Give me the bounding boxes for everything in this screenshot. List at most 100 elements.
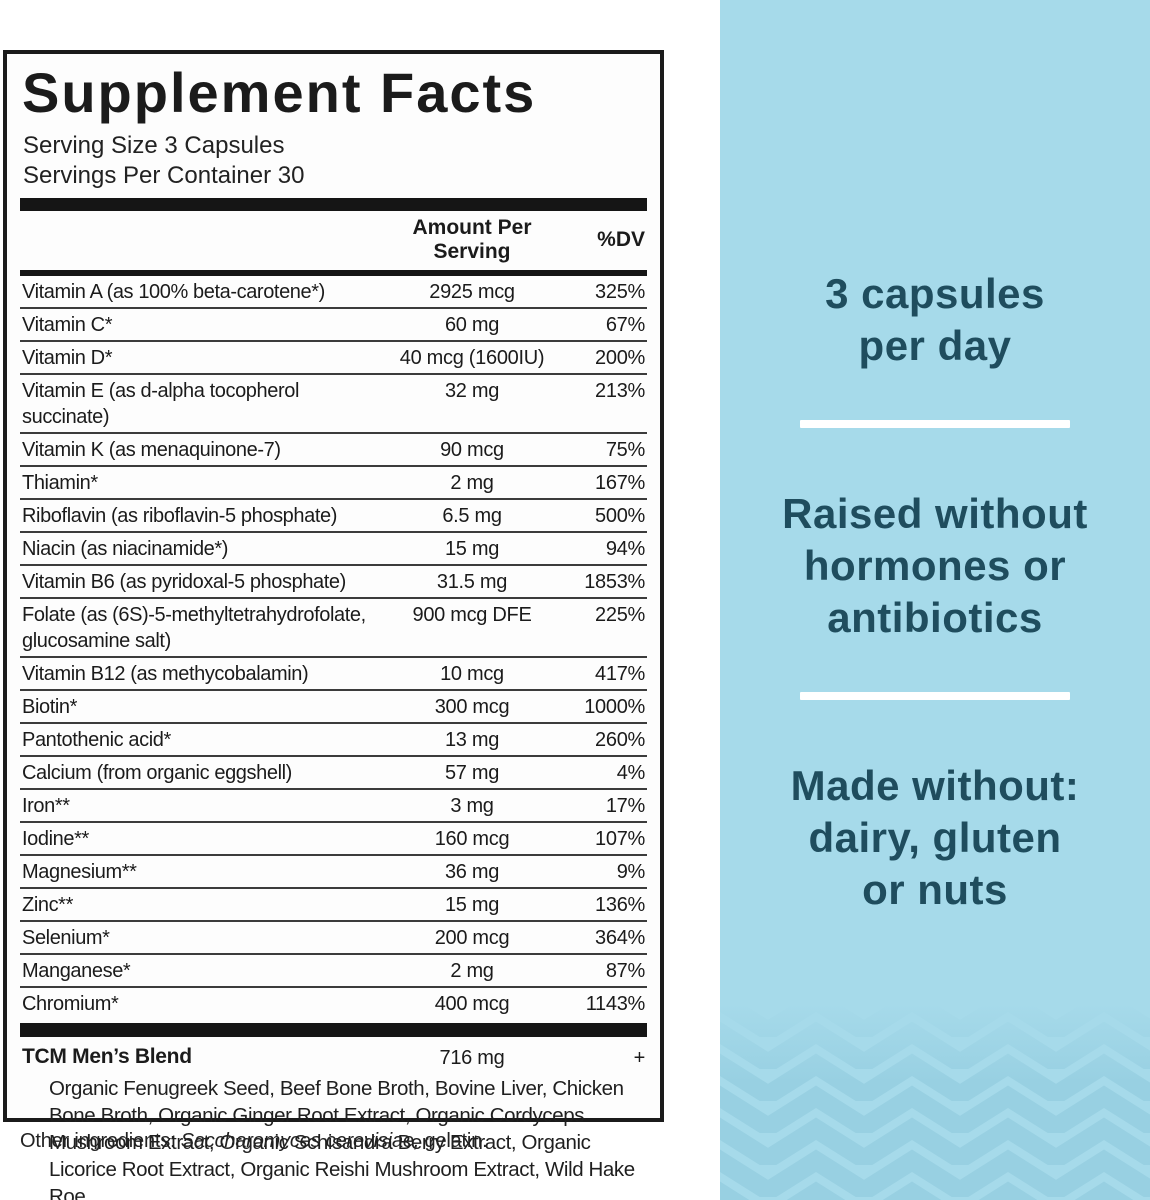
nutrient-amount: 40 mcg (1600IU) (399, 347, 545, 370)
table-row: Selenium* 200 mcg 364% (20, 920, 647, 953)
column-header-dv: %DV (597, 228, 645, 252)
nutrient-amount: 36 mg (444, 861, 500, 884)
table-row: Biotin* 300 mcg 1000% (20, 689, 647, 722)
nutrient-name: Vitamin C* (22, 314, 113, 337)
nutrient-name: Pantothenic acid* (22, 729, 171, 752)
nutrient-dv: 260% (595, 729, 645, 752)
nutrient-amount: 57 mg (444, 762, 500, 785)
claims-divider (800, 692, 1070, 700)
table-row: Vitamin D* 40 mcg (1600IU) 200% (20, 340, 647, 373)
table-row: Zinc** 15 mg 136% (20, 887, 647, 920)
nutrient-name: Zinc** (22, 894, 73, 917)
nutrient-dv: 87% (605, 960, 645, 983)
nutrient-dv: 75% (605, 439, 645, 462)
nutrient-dv: 417% (595, 663, 645, 686)
blend-dv: + (633, 1047, 646, 1070)
nutrient-name: Niacin (as niacinamide*) (22, 538, 229, 561)
table-row: Calcium (from organic eggshell) 57 mg 4% (20, 755, 647, 788)
table-row: Vitamin B6 (as pyridoxal-5 phosphate) 31.… (20, 564, 647, 597)
nutrient-amount: 10 mcg (440, 663, 504, 686)
separator-bar-thick-mid (20, 1023, 647, 1038)
nutrient-name: Iodine** (22, 828, 89, 851)
nutrient-name: Vitamin B12 (as methycobalamin) (22, 663, 309, 686)
nutrient-amount: 2 mg (450, 472, 494, 495)
claims-divider (800, 420, 1070, 428)
nutrient-amount: 300 mcg (434, 696, 510, 719)
claim-raised-without: Raised without hormones or antibiotics (782, 490, 1088, 641)
table-row: Vitamin A (as 100% beta-carotene*) 2925 m… (20, 276, 647, 307)
nutrient-dv: 213% (595, 380, 645, 403)
nutrient-name: Vitamin E (as d-alpha tocopherol succina… (22, 380, 299, 429)
blend-header-row: TCM Men’s Blend 716 mg + (22, 1045, 645, 1071)
nutrient-dv: 9% (616, 861, 646, 884)
nutrient-dv: 225% (595, 604, 645, 627)
nutrient-amount: 6.5 mg (442, 505, 502, 528)
table-row: Pantothenic acid* 13 mg 260% (20, 722, 647, 755)
nutrient-dv: 1000% (584, 696, 645, 719)
column-header-amount: Amount Per Serving (412, 216, 532, 264)
nutrient-dv: 364% (595, 927, 645, 950)
nutrient-dv: 200% (595, 347, 645, 370)
chevron-pattern-icon (720, 1003, 1150, 1200)
table-row: Folate (as (6S)-5-methyltetrahydrofolate… (20, 597, 647, 656)
nutrient-name: Vitamin D* (22, 347, 113, 370)
nutrient-dv: 67% (605, 314, 645, 337)
chevron-fade-overlay (720, 1003, 1150, 1083)
claims-sidebar: 3 capsules per day Raised without hormon… (720, 0, 1150, 1200)
nutrient-name: Folate (as (6S)-5-methyltetrahydrofolate… (22, 604, 366, 653)
table-row: Vitamin E (as d-alpha tocopherol succina… (20, 373, 647, 432)
supplement-facts-panel: Supplement Facts Serving Size 3 Capsules… (3, 50, 664, 1200)
claim-capsules-per-day: 3 capsules per day (825, 270, 1045, 369)
nutrient-amount: 31.5 mg (436, 571, 508, 594)
nutrient-dv: 500% (595, 505, 645, 528)
nutrient-amount: 200 mcg (434, 927, 510, 950)
table-row: Manganese* 2 mg 87% (20, 953, 647, 986)
nutrient-amount: 900 mcg DFE (412, 604, 532, 627)
proprietary-blend-section: TCM Men’s Blend 716 mg + Organic Fenugre… (20, 1037, 647, 1200)
nutrient-amount: 15 mg (444, 894, 500, 917)
nutrient-dv: 17% (605, 795, 645, 818)
nutrient-amount: 2 mg (450, 960, 494, 983)
claims-list: 3 capsules per day Raised without hormon… (720, 0, 1150, 916)
table-row: Magnesium** 36 mg 9% (20, 854, 647, 887)
table-row: Vitamin K (as menaquinone-7) 90 mcg 75% (20, 432, 647, 465)
supplement-facts-title: Supplement Facts (22, 61, 537, 124)
nutrient-dv: 4% (616, 762, 646, 785)
nutrient-table: Vitamin A (as 100% beta-carotene*) 2925 m… (20, 276, 647, 1019)
table-row: Vitamin B12 (as methycobalamin) 10 mcg 417… (20, 656, 647, 689)
nutrient-amount: 32 mg (444, 380, 500, 403)
nutrient-name: Biotin* (22, 696, 78, 719)
nutrient-dv: 136% (595, 894, 645, 917)
nutrient-dv: 325% (595, 281, 645, 304)
other-ingredients-suffix: gelatin. (419, 1130, 488, 1152)
nutrient-dv: 94% (605, 538, 645, 561)
serving-size: Serving Size 3 Capsules (23, 132, 285, 160)
blend-ingredients: Organic Fenugreek Seed, Beef Bone Broth,… (49, 1077, 635, 1200)
nutrient-name: Vitamin K (as menaquinone-7) (22, 439, 281, 462)
separator-bar-medium (20, 270, 647, 277)
nutrient-amount: 2925 mcg (429, 281, 515, 304)
other-ingredients-species: Saccharomyces cerevisiae, (180, 1130, 420, 1152)
table-row: Thiamin* 2 mg 167% (20, 465, 647, 498)
claim-made-without: Made without: dairy, gluten or nuts (790, 762, 1080, 913)
table-row: Iodine** 160 mcg 107% (20, 821, 647, 854)
nutrient-amount: 160 mcg (434, 828, 510, 851)
other-ingredients: Other ingredients: Saccharomyces cerevis… (20, 1130, 488, 1153)
nutrient-name: Manganese* (22, 960, 131, 983)
nutrient-amount: 90 mcg (440, 439, 504, 462)
nutrient-name: Vitamin A (as 100% beta-carotene*) (22, 281, 325, 304)
table-row: Chromium* 400 mcg 1143% (20, 986, 647, 1019)
blend-name: TCM Men’s Blend (22, 1045, 192, 1069)
nutrient-name: Magnesium** (22, 861, 137, 884)
nutrient-name: Vitamin B6 (as pyridoxal-5 phosphate) (22, 571, 346, 594)
other-ingredients-prefix: Other ingredients: (20, 1130, 181, 1152)
nutrient-amount: 3 mg (450, 795, 494, 818)
nutrient-name: Riboflavin (as riboflavin-5 phosphate) (22, 505, 337, 528)
nutrient-amount: 400 mcg (434, 993, 510, 1016)
nutrient-amount: 60 mg (444, 314, 500, 337)
servings-per-container: Servings Per Container 30 (23, 162, 305, 190)
nutrient-dv: 1143% (585, 993, 646, 1016)
nutrient-name: Iron** (22, 795, 70, 818)
blend-amount: 716 mg (439, 1047, 505, 1070)
